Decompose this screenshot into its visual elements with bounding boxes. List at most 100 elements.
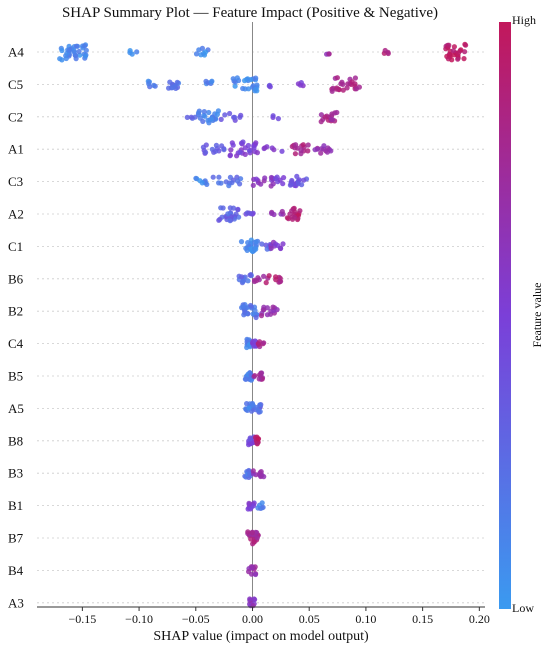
shap-point [247,272,253,278]
shap-point [83,47,89,53]
shap-point [59,57,65,63]
points-row-c5 [145,75,362,94]
shap-point [258,469,264,475]
shap-point [261,340,267,346]
shap-point [251,596,257,602]
shap-point [289,177,295,184]
shap-point [203,149,209,155]
shap-point [305,148,311,154]
shap-point [446,42,452,48]
shap-point [292,209,298,215]
shap-point [195,110,202,116]
shap-point [292,151,298,157]
x-tick-label: 0.10 [355,612,376,626]
shap-point [169,85,176,91]
feature-label-b2: B2 [8,304,23,319]
points-row-a4 [57,41,469,63]
shap-point [248,302,254,309]
shap-point [345,81,351,87]
points-row-b4 [246,564,259,578]
shap-point [249,530,255,536]
points-row-c1 [238,237,286,255]
chart-title: SHAP Summary Plot — Feature Impact (Posi… [62,5,438,21]
shap-point [268,245,274,251]
shap-point [216,174,222,180]
x-tick-label: −0.10 [125,612,153,626]
shap-point [322,114,328,120]
shap-point [203,78,209,84]
shap-point [280,181,286,187]
feature-label-c1: C1 [8,239,23,254]
points-row-b5 [242,370,266,383]
shap-point [246,501,252,508]
shap-point [277,177,283,183]
shap-point [238,140,245,146]
shap-point [330,117,336,123]
shap-point [253,239,259,245]
shap-point [279,148,285,154]
shap-point [326,51,332,57]
colorbar-title: Feature value [530,283,544,348]
shap-point [167,79,173,85]
shap-point [242,309,248,315]
shap-point [230,205,237,211]
shap-point [242,376,248,382]
shap-point [242,86,248,92]
shap-point [267,84,273,90]
shap-point [174,79,180,85]
shap-point [73,43,80,49]
x-tick-label: 0.05 [299,612,320,626]
points-row-a3 [247,596,258,609]
shap-point [257,402,263,408]
shap-point [247,441,253,447]
feature-label-a1: A1 [8,142,24,157]
shap-point [260,307,266,313]
points-layer [57,41,469,609]
shap-point [166,85,172,91]
shap-point [270,304,276,310]
shap-point [257,339,263,345]
shap-point [242,151,248,157]
shap-point [82,43,88,49]
shap-point [225,211,231,217]
shap-point [314,146,321,152]
shap-point [295,81,301,87]
shap-point [208,116,215,122]
shap-point [234,75,240,81]
shap-point [230,142,236,148]
shap-point [238,239,245,245]
shap-point [76,48,82,55]
shap-point [295,181,301,187]
shap-point [193,51,200,57]
shap-point [305,142,311,148]
shap-point [324,149,330,155]
shap-point [199,180,205,186]
feature-label-c4: C4 [8,336,24,351]
points-row-a1 [200,139,334,159]
shap-point [280,241,286,247]
shap-point [255,275,261,281]
shap-point [221,147,227,153]
shap-point [247,436,253,442]
shap-point [353,86,359,92]
feature-label-b6: B6 [8,271,24,286]
shap-point [270,113,276,119]
shap-point [262,145,268,151]
shap-point [210,174,216,180]
shap-point [455,50,462,56]
shap-point [298,147,304,153]
shap-point [450,48,456,54]
shap-point [253,314,259,321]
shap-point [226,183,232,189]
shap-point [278,245,284,252]
shap-point [218,116,224,122]
shap-point [287,182,293,188]
shap-point [243,245,249,251]
shap-point [202,49,209,55]
shap-point [71,49,77,55]
shap-point [261,273,267,279]
points-row-c3 [193,173,310,189]
shap-point [213,142,219,148]
shap-point [249,564,256,570]
feature-label-c3: C3 [8,174,23,189]
